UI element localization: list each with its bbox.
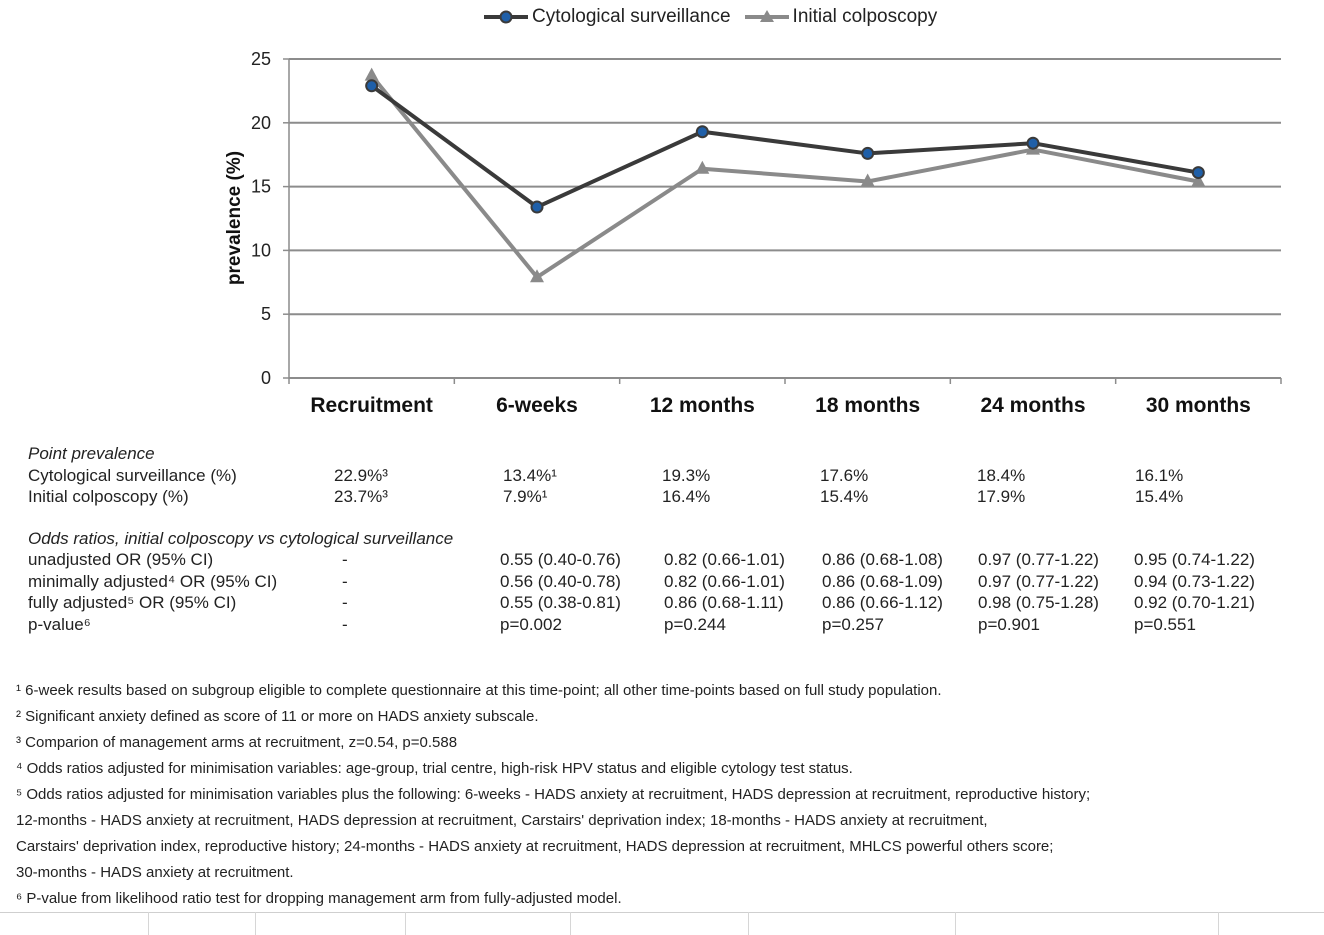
table-cell: 0.86 (0.66-1.12) [822, 593, 943, 613]
y-tick-label: 10 [251, 240, 271, 260]
chart-legend: Cytological surveillance Initial colposc… [484, 6, 937, 28]
section-title-point-prevalence: Point prevalence [28, 444, 155, 463]
table-cell: 0.97 (0.77-1.22) [978, 571, 1099, 591]
bottom-tick [570, 912, 571, 935]
footnote: 30-months - HADS anxiety at recruitment. [16, 864, 294, 881]
table-cell: 15.4% [820, 487, 869, 506]
y-tick-label: 15 [251, 177, 271, 197]
table-cell: 0.95 (0.74-1.22) [1134, 550, 1255, 569]
legend-label-cytological: Cytological surveillance [532, 6, 731, 27]
row-label: unadjusted OR (95% CI) [28, 550, 214, 569]
table-cell: 0.82 (0.66-1.01) [664, 550, 785, 569]
row-label: fully adjusted⁵ OR (95% CI) [28, 593, 237, 613]
footnote: ⁶ P-value from likelihood ratio test for… [16, 890, 622, 907]
y-tick-label: 5 [261, 304, 271, 324]
row-label: p-value⁶ [28, 615, 91, 635]
table-cell: 16.1% [1135, 466, 1184, 485]
legend-item-cytological: Cytological surveillance [484, 6, 731, 28]
bottom-tick [255, 912, 256, 935]
legend-item-colposcopy: Initial colposcopy [744, 6, 938, 28]
table-cell: 0.82 (0.66-1.01) [664, 571, 785, 591]
row-label: Initial colposcopy (%) [28, 487, 189, 506]
table-cell: 22.9%³ [334, 466, 388, 485]
table-cell: 16.4% [662, 487, 711, 506]
table-cell: p=0.551 [1134, 615, 1196, 635]
series-line-cytological [370, 84, 1199, 210]
table-cell: 0.92 (0.70-1.21) [1134, 593, 1255, 613]
table-cell: p=0.901 [978, 615, 1040, 635]
y-tick-label: 0 [261, 368, 271, 388]
row-label: minimally adjusted⁴ OR (95% CI) [28, 571, 278, 591]
y-tick-label: 25 [251, 49, 271, 69]
data-point-cytological [365, 79, 379, 93]
data-point-cytological [861, 146, 875, 160]
table-cell: 18.4% [977, 466, 1026, 485]
x-tick-label: 12 months [650, 394, 755, 417]
table-cell: - [342, 550, 348, 569]
legend-swatch-colposcopy [744, 10, 789, 22]
data-point-colposcopy [860, 173, 875, 187]
series-line-colposcopy [370, 74, 1199, 280]
x-tick-label: 24 months [980, 394, 1085, 417]
table-cell: 0.55 (0.40-0.76) [500, 550, 621, 569]
section-title-odds-ratios: Odds ratios, initial colposcopy vs cytol… [28, 529, 454, 548]
table-cell: 0.97 (0.77-1.22) [978, 550, 1099, 569]
table-cell: 0.86 (0.68-1.09) [822, 571, 943, 591]
data-point-colposcopy [530, 269, 544, 283]
row-label: Cytological surveillance (%) [28, 466, 237, 485]
legend-swatch-cytological [484, 10, 528, 24]
data-point-colposcopy [695, 160, 710, 174]
table-cell: 19.3% [662, 466, 711, 485]
table-cell: - [342, 593, 348, 613]
bottom-tick [148, 912, 149, 935]
footnote: ³ Comparion of management arms at recrui… [16, 734, 458, 751]
bottom-tick [955, 912, 956, 935]
table-cell: 0.94 (0.73-1.22) [1134, 571, 1255, 591]
table-cell: - [342, 571, 348, 591]
table-cell: 0.86 (0.68-1.11) [664, 593, 784, 613]
table-cell: 17.6% [820, 466, 869, 485]
line-chart: 0 5 10 15 20 25 Recruitment 6-weeks 12 months 18 … [224, 49, 1282, 417]
data-point-cytological [530, 200, 544, 214]
bottom-divider [0, 912, 1324, 913]
table-cell: 15.4% [1135, 487, 1184, 506]
data-point-cytological [1191, 166, 1205, 180]
table-cell: p=0.257 [822, 615, 884, 635]
x-tick-label: Recruitment [310, 394, 433, 417]
y-axis-label: prevalence (%) [224, 151, 245, 285]
footnote: ² Significant anxiety defined as score o… [16, 708, 539, 725]
table-cell: 13.4%¹ [503, 466, 557, 485]
data-point-colposcopy [364, 67, 379, 81]
y-tick-label: 20 [251, 113, 271, 133]
legend-label-colposcopy: Initial colposcopy [792, 6, 938, 27]
table-cell: 0.56 (0.40-0.78) [500, 571, 621, 591]
table-cell: - [342, 615, 348, 635]
table-cell: 23.7%³ [334, 487, 388, 506]
bottom-tick [1218, 912, 1219, 935]
bottom-tick [748, 912, 749, 935]
table-cell: 0.86 (0.68-1.08) [822, 550, 943, 569]
data-point-cytological [695, 125, 709, 139]
table-cell: 0.55 (0.38-0.81) [500, 593, 621, 613]
footnote: ⁵ Odds ratios adjusted for minimisation … [16, 786, 1091, 803]
footnote: ⁴ Odds ratios adjusted for minimisation … [16, 760, 853, 777]
table-cell: 0.98 (0.75-1.28) [978, 593, 1099, 613]
data-point-cytological [1026, 136, 1040, 150]
table-cell: p=0.002 [500, 615, 562, 635]
x-tick-label: 30 months [1146, 394, 1251, 417]
x-tick-label: 18 months [815, 394, 920, 417]
table-cell: p=0.244 [664, 615, 726, 635]
footnote: ¹ 6-week results based on subgroup eligi… [16, 682, 942, 699]
footnote: Carstairs' deprivation index, reproducti… [16, 838, 1054, 855]
table-cell: 7.9%¹ [503, 487, 548, 506]
data-point-colposcopy [1191, 173, 1206, 187]
footnote: 12-months - HADS anxiety at recruitment,… [16, 812, 988, 829]
x-tick-label: 6-weeks [496, 394, 578, 417]
table-cell: 17.9% [977, 487, 1026, 506]
bottom-tick [405, 912, 406, 935]
